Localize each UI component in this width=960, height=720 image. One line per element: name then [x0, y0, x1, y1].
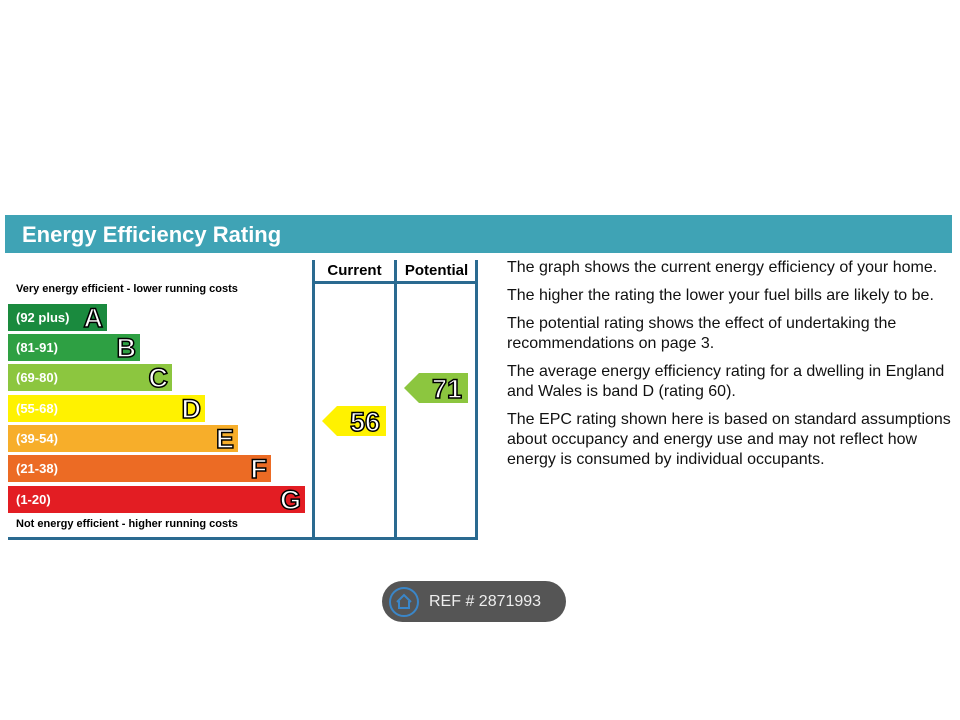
column-header: Current	[327, 262, 382, 279]
header-bar: Energy Efficiency Rating	[5, 215, 952, 253]
band-letter: E	[215, 423, 235, 455]
chart-frame	[8, 260, 478, 540]
divider	[312, 260, 315, 540]
ref-badge: REF # 2871993	[382, 581, 566, 622]
rating-band: (92 plus) A	[8, 302, 107, 334]
potential-arrow: 71	[404, 373, 468, 405]
band-range: (81-91)	[16, 340, 58, 355]
divider	[312, 281, 478, 284]
paragraph: The average energy efficiency rating for…	[507, 363, 945, 400]
band-letter: G	[279, 484, 302, 516]
band-range: (69-80)	[16, 370, 58, 385]
rating-band: (39-54) E	[8, 423, 238, 455]
rating-band: (21-38) F	[8, 453, 271, 485]
band-letter: B	[116, 332, 137, 364]
band-range: (55-68)	[16, 401, 58, 416]
rating-band: (81-91) B	[8, 332, 140, 364]
divider	[394, 260, 397, 540]
band-range: (92 plus)	[16, 310, 70, 325]
arrow-shape	[404, 373, 468, 403]
top-note: Very energy efficient - lower running co…	[16, 283, 238, 295]
rating-band: (1-20) G	[8, 484, 305, 516]
header-title: Energy Efficiency Rating	[22, 222, 282, 247]
band-letter: F	[250, 453, 268, 485]
current-arrow: 56	[322, 406, 386, 438]
band-letter: C	[148, 362, 169, 394]
rating-band: (55-68) D	[8, 393, 205, 425]
band-letter: D	[181, 393, 202, 425]
rating-band: (69-80) C	[8, 362, 172, 394]
paragraph: The higher the rating the lower your fue…	[507, 287, 934, 304]
arrow-shape	[322, 406, 386, 436]
potential-rating: 71	[431, 373, 463, 405]
band-range: (21-38)	[16, 461, 58, 476]
paragraph: The potential rating shows the effect of…	[507, 315, 897, 352]
column-header: Potential	[404, 262, 469, 279]
band-range: (1-20)	[16, 492, 51, 507]
paragraph: The EPC rating shown here is based on st…	[507, 411, 951, 468]
current-rating: 56	[349, 406, 381, 438]
band-range: (39-54)	[16, 431, 58, 446]
description: The graph shows the current energy effic…	[507, 258, 957, 478]
home-icon	[389, 587, 419, 617]
paragraph: The graph shows the current energy effic…	[507, 259, 938, 276]
band-letter: A	[83, 302, 104, 334]
bottom-note: Not energy efficient - higher running co…	[16, 518, 238, 530]
ref-text: REF # 2871993	[429, 593, 542, 610]
